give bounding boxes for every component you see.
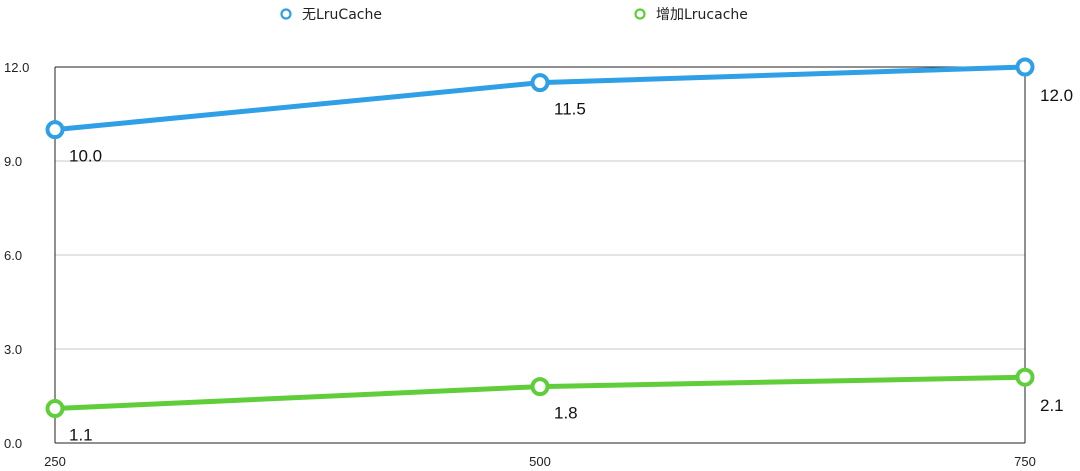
gridlines xyxy=(55,160,1025,350)
legend-marker-series-2 xyxy=(634,8,646,20)
data-label-series-1: 10.0 xyxy=(69,147,102,166)
data-label-series-2: 1.1 xyxy=(69,426,93,445)
data-label-series-1: 11.5 xyxy=(554,100,586,119)
data-point-series-1 xyxy=(45,120,65,140)
data-point-series-1 xyxy=(530,73,550,93)
y-tick-label: 6.0 xyxy=(4,248,22,263)
series-layer xyxy=(45,57,1035,419)
data-point-series-2 xyxy=(45,399,65,419)
data-point-series-2 xyxy=(1015,367,1035,387)
data-label-series-2: 1.8 xyxy=(554,404,578,423)
data-point-series-1 xyxy=(1015,57,1035,77)
y-tick-label: 3.0 xyxy=(4,342,22,357)
legend-marker-series-1 xyxy=(280,8,292,20)
y-tick-label: 0.0 xyxy=(4,436,22,451)
data-label-series-2: 2.1 xyxy=(1040,396,1064,415)
x-tick-label: 500 xyxy=(529,454,551,469)
legend-item-series-2: 增加Lrucache xyxy=(634,7,748,23)
x-tick-label: 250 xyxy=(44,454,66,469)
legend-label-series-2: 增加Lrucache xyxy=(656,7,748,23)
chart-legend: 无LruCache 增加Lrucache xyxy=(280,7,748,23)
x-tick-label: 750 xyxy=(1014,454,1036,469)
data-labels: 10.0 11.5 12.0 1.1 1.8 2.1 xyxy=(69,86,1073,445)
legend-item-series-1: 无LruCache xyxy=(280,7,382,23)
data-label-series-1: 12.0 xyxy=(1040,86,1073,105)
y-tick-label: 12.0 xyxy=(4,60,29,75)
legend-label-series-1: 无LruCache xyxy=(302,7,382,23)
y-tick-label: 9.0 xyxy=(4,154,22,169)
data-point-series-2 xyxy=(530,377,550,397)
